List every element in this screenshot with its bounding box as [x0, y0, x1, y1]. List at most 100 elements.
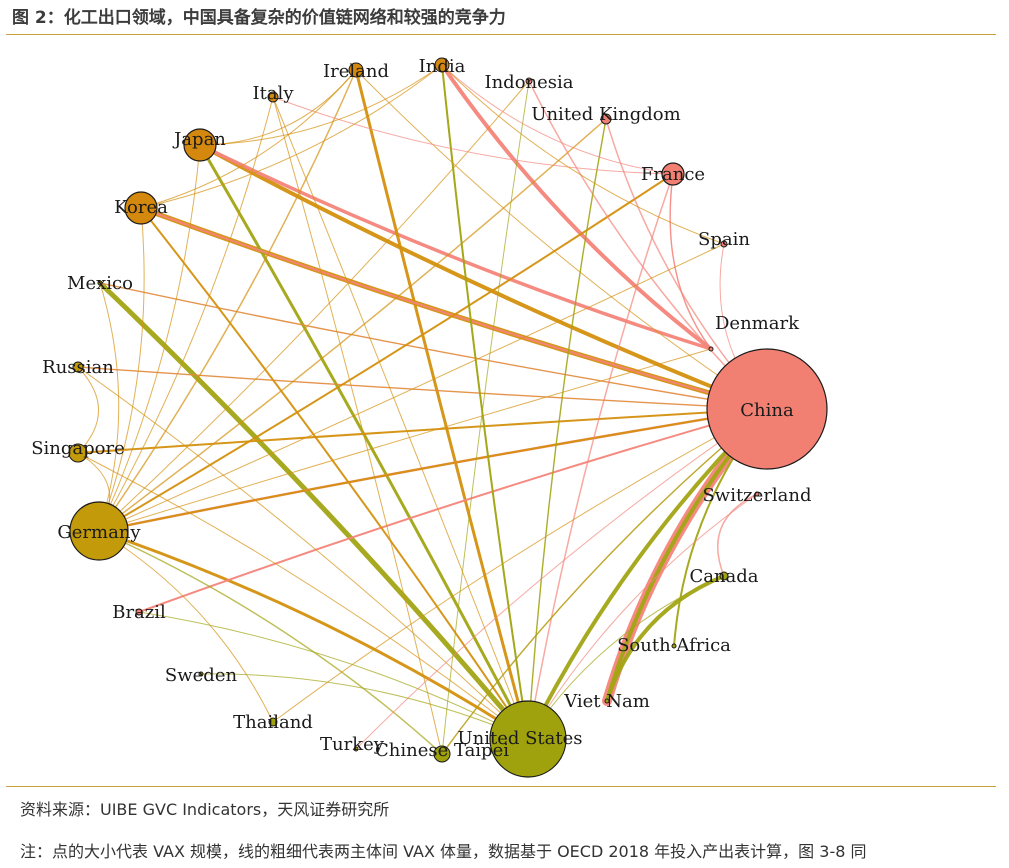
node-label-switzerland: Switzerland	[702, 485, 811, 506]
node-label-indonesia: Indonesia	[484, 72, 573, 93]
node-label-denmark: Denmark	[715, 313, 800, 334]
edge-russian-china	[77, 366, 768, 410]
edge-russian-us	[77, 366, 529, 740]
edge-sweden-us	[200, 673, 529, 740]
edge-russian-china	[77, 366, 768, 410]
edge-germany-uk	[98, 118, 607, 532]
node-label-korea: Korea	[114, 197, 168, 218]
edge-mexico-us	[97, 280, 531, 742]
edge-korea-china	[140, 207, 768, 410]
edge-germany-japan	[98, 144, 201, 532]
node-thailand	[268, 717, 278, 727]
edge-brazil-china	[138, 408, 768, 613]
edge-taipei-italy	[272, 96, 443, 755]
edge-germany-italy	[98, 96, 274, 532]
edge-taipei-indonesia	[441, 80, 530, 755]
node-india	[434, 57, 450, 73]
node-italy	[267, 91, 279, 103]
node-spain	[720, 240, 728, 248]
node-label-china: China	[740, 400, 794, 421]
node-us	[489, 700, 567, 778]
node-label-vietnam: Viet Nam	[563, 691, 650, 712]
source-text: 资料来源：UIBE GVC Indicators，天风证券研究所	[20, 800, 390, 819]
node-taipei	[433, 745, 451, 763]
node-brazil	[135, 608, 143, 616]
node-label-southafrica: South Africa	[617, 635, 731, 656]
node-label-sweden: Sweden	[165, 665, 238, 686]
edge-taipei-china	[441, 408, 768, 755]
edge-italy-france	[272, 96, 674, 175]
edges-layer	[77, 63, 772, 755]
figure-title: 图 2：化工出口领域，中国具备复杂的价值链网络和较强的竞争力	[12, 8, 506, 28]
edge-korea-india	[140, 64, 443, 209]
edge-france-denmark	[669, 173, 712, 350]
node-sweden	[198, 671, 204, 677]
edge-india-denmark	[440, 63, 713, 351]
node-label-taipei: Chinese Taipei	[375, 740, 509, 761]
edge-japan-china	[198, 143, 769, 411]
node-switzerland	[754, 491, 760, 497]
edge-uk-us	[527, 118, 607, 740]
edge-korea-ireland	[140, 69, 357, 209]
edge-germany-us	[97, 529, 530, 741]
node-label-canada: Canada	[689, 566, 758, 587]
node-label-us: United States	[457, 728, 582, 749]
edge-korea-us	[140, 207, 529, 740]
node-label-turkey: Turkey	[320, 734, 385, 755]
edge-ireland-china	[355, 69, 768, 410]
node-label-singapore: Singapore	[31, 438, 125, 459]
edge-us-uk	[527, 118, 607, 740]
edge-germany-china	[97, 407, 769, 533]
edge-singapore-china	[77, 408, 768, 454]
node-label-india: India	[419, 56, 466, 77]
node-label-germany: Germany	[57, 522, 141, 543]
edge-italy-us	[272, 96, 529, 740]
edge-korea-china	[138, 205, 770, 412]
edge-germany-taipei	[98, 530, 443, 755]
node-uk	[600, 113, 612, 125]
node-korea	[124, 191, 158, 225]
title-divider	[6, 34, 996, 35]
node-germany	[69, 501, 129, 561]
edge-switzerland-canada	[716, 493, 758, 577]
edge-india-france	[441, 64, 674, 175]
node-label-mexico: Mexico	[67, 273, 133, 294]
node-canada	[719, 571, 729, 581]
node-russian	[72, 361, 84, 373]
node-label-spain: Spain	[698, 229, 750, 250]
footer-divider	[6, 786, 996, 787]
node-mexico	[97, 280, 103, 286]
edge-germany-denmark	[98, 348, 712, 532]
edge-us-switzerland	[527, 493, 758, 740]
edge-mexico-germany	[98, 282, 120, 532]
node-label-japan: Japan	[172, 129, 226, 150]
edge-singapore-us	[77, 452, 529, 740]
node-singapore	[68, 443, 88, 463]
edge-japan-denmark	[198, 143, 713, 351]
edge-germany-korea	[98, 207, 145, 532]
node-vietnam	[604, 698, 610, 704]
node-france	[661, 162, 685, 186]
edge-turkey-china	[355, 408, 768, 750]
node-ireland	[348, 62, 364, 78]
node-label-russian: Russian	[42, 357, 114, 378]
edge-germany-china	[98, 408, 768, 532]
edge-japan-us	[198, 143, 530, 741]
edge-mexico-china	[99, 282, 768, 410]
edge-india-spain	[441, 64, 725, 245]
nodes-layer	[68, 57, 828, 778]
edge-us-india	[441, 64, 529, 740]
edge-germany-thailand	[98, 530, 274, 723]
edge-japan-india	[199, 64, 443, 146]
edge-france-us	[527, 173, 674, 740]
edge-russian-singapore	[77, 366, 99, 454]
node-southafrica	[671, 643, 677, 649]
network-diagram: China Denmark Spain France United Kingdom Ind…	[31, 56, 828, 778]
edge-germany-indonesia	[98, 80, 530, 532]
node-denmark	[708, 346, 714, 352]
node-label-ireland: Ireland	[323, 61, 389, 82]
edge-thailand-china	[272, 408, 768, 723]
edge-ireland-us	[354, 68, 530, 741]
node-label-france: France	[641, 164, 705, 185]
labels-layer: China Denmark Spain France United Kingdom Ind…	[31, 56, 811, 761]
